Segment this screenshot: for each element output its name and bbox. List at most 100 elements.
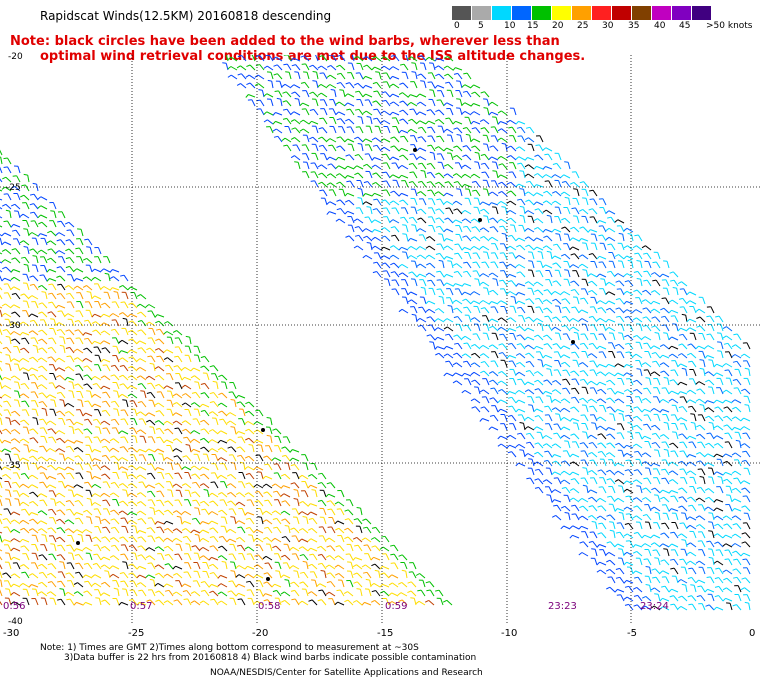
wind-barb bbox=[718, 586, 724, 593]
wind-barb bbox=[563, 416, 571, 422]
wind-barb bbox=[655, 352, 661, 359]
wind-barb-flag bbox=[317, 83, 322, 88]
wind-barb-flag bbox=[722, 389, 727, 393]
colorbar-label: >50 knots bbox=[706, 21, 753, 31]
wind-barb bbox=[575, 441, 580, 449]
wind-barb bbox=[339, 181, 346, 188]
wind-barb-flag bbox=[65, 292, 71, 295]
wind-barb-flag bbox=[534, 478, 539, 481]
wind-barb bbox=[140, 311, 147, 318]
wind-barb bbox=[626, 372, 634, 377]
wind-barb bbox=[536, 201, 544, 206]
wind-barb-flag bbox=[23, 228, 28, 230]
wind-barb bbox=[170, 463, 174, 471]
wind-barb bbox=[676, 288, 679, 296]
wind-barb-flag bbox=[163, 420, 168, 424]
wind-barb bbox=[617, 372, 625, 377]
wind-barb bbox=[258, 409, 264, 417]
wind-barb bbox=[271, 81, 274, 89]
wind-barb-flag bbox=[226, 483, 231, 487]
wind-barb bbox=[681, 281, 688, 287]
wind-barb bbox=[609, 307, 616, 314]
wind-barb bbox=[27, 175, 30, 183]
wind-barb bbox=[531, 261, 535, 269]
wind-barb-flag bbox=[614, 508, 618, 512]
wind-barb bbox=[601, 307, 607, 314]
wind-barb bbox=[123, 365, 129, 372]
wind-barb bbox=[528, 191, 535, 197]
wind-barb bbox=[33, 203, 39, 210]
wind-barb bbox=[49, 484, 57, 489]
wind-barb-flag bbox=[174, 355, 179, 358]
wind-barb bbox=[368, 216, 373, 224]
wind-barb-flag bbox=[663, 448, 668, 451]
wind-barb bbox=[311, 474, 318, 480]
wind-barb-flag bbox=[417, 180, 422, 183]
wind-barb-flag bbox=[47, 292, 53, 295]
wind-barb-flag bbox=[156, 436, 161, 439]
wind-barb-flag bbox=[65, 257, 70, 260]
wind-barb bbox=[592, 541, 598, 548]
wind-barb bbox=[24, 337, 30, 345]
wind-barb bbox=[665, 576, 670, 584]
wind-barb bbox=[313, 463, 318, 471]
wind-barb-flag bbox=[578, 254, 583, 258]
wind-barb bbox=[87, 238, 93, 246]
wind-barb bbox=[518, 237, 526, 242]
wind-barb-flag bbox=[678, 433, 683, 436]
wind-barb bbox=[540, 261, 544, 269]
wind-barb-flag bbox=[606, 442, 611, 445]
wind-barb-flag bbox=[724, 549, 729, 551]
wind-barb-flag bbox=[641, 435, 645, 440]
wind-barb bbox=[527, 173, 535, 179]
wind-barb bbox=[590, 229, 598, 233]
wind-barb-flag bbox=[499, 333, 504, 336]
wind-barb bbox=[315, 126, 319, 134]
colorbar-swatch bbox=[572, 6, 592, 20]
wind-barb bbox=[573, 497, 580, 503]
wind-barb bbox=[645, 316, 652, 323]
wind-barb bbox=[184, 384, 192, 390]
wind-barb-flag bbox=[578, 498, 583, 502]
wind-barb-flag bbox=[497, 201, 502, 205]
wind-barb-flag bbox=[624, 603, 629, 606]
wind-barb bbox=[538, 415, 544, 422]
wind-barb bbox=[60, 293, 66, 300]
wind-barb bbox=[644, 336, 652, 341]
wind-barb bbox=[306, 135, 310, 143]
wind-barb bbox=[304, 82, 310, 89]
wind-barb-flag bbox=[580, 450, 585, 452]
wind-barb bbox=[585, 243, 589, 251]
wind-barb-flag bbox=[200, 446, 205, 450]
wind-barb-flag bbox=[389, 219, 394, 223]
wind-barb-flag bbox=[353, 245, 358, 249]
wind-barb bbox=[15, 293, 21, 300]
wind-barb-flag bbox=[553, 504, 558, 507]
wind-barb bbox=[728, 351, 733, 359]
wind-barb bbox=[647, 351, 652, 359]
wind-barb-flag bbox=[497, 443, 502, 447]
wind-barb-flag bbox=[407, 94, 411, 98]
wind-barb bbox=[486, 144, 490, 152]
wind-barb bbox=[94, 403, 102, 408]
wind-barb bbox=[745, 577, 751, 584]
wind-barb bbox=[636, 317, 643, 323]
wind-barb bbox=[428, 120, 436, 125]
wind-barb-flag bbox=[101, 347, 106, 350]
wind-barb-flag bbox=[120, 418, 125, 420]
wind-barb bbox=[86, 428, 93, 435]
wind-barb-flag bbox=[381, 91, 386, 94]
wind-barb-flag bbox=[56, 239, 61, 242]
wind-barb bbox=[221, 392, 228, 399]
wind-barb bbox=[546, 200, 553, 206]
wind-barb-flag bbox=[569, 237, 574, 241]
wind-barb bbox=[745, 450, 751, 458]
wind-barb-flag bbox=[391, 162, 396, 164]
wind-barb bbox=[368, 99, 373, 107]
wind-barb-flag bbox=[731, 344, 736, 348]
wind-barb-flag bbox=[21, 184, 26, 187]
wind-barb-flag bbox=[389, 174, 394, 178]
wind-barb bbox=[708, 442, 715, 449]
wind-barb bbox=[592, 343, 598, 350]
wind-barb-flag bbox=[642, 307, 647, 310]
